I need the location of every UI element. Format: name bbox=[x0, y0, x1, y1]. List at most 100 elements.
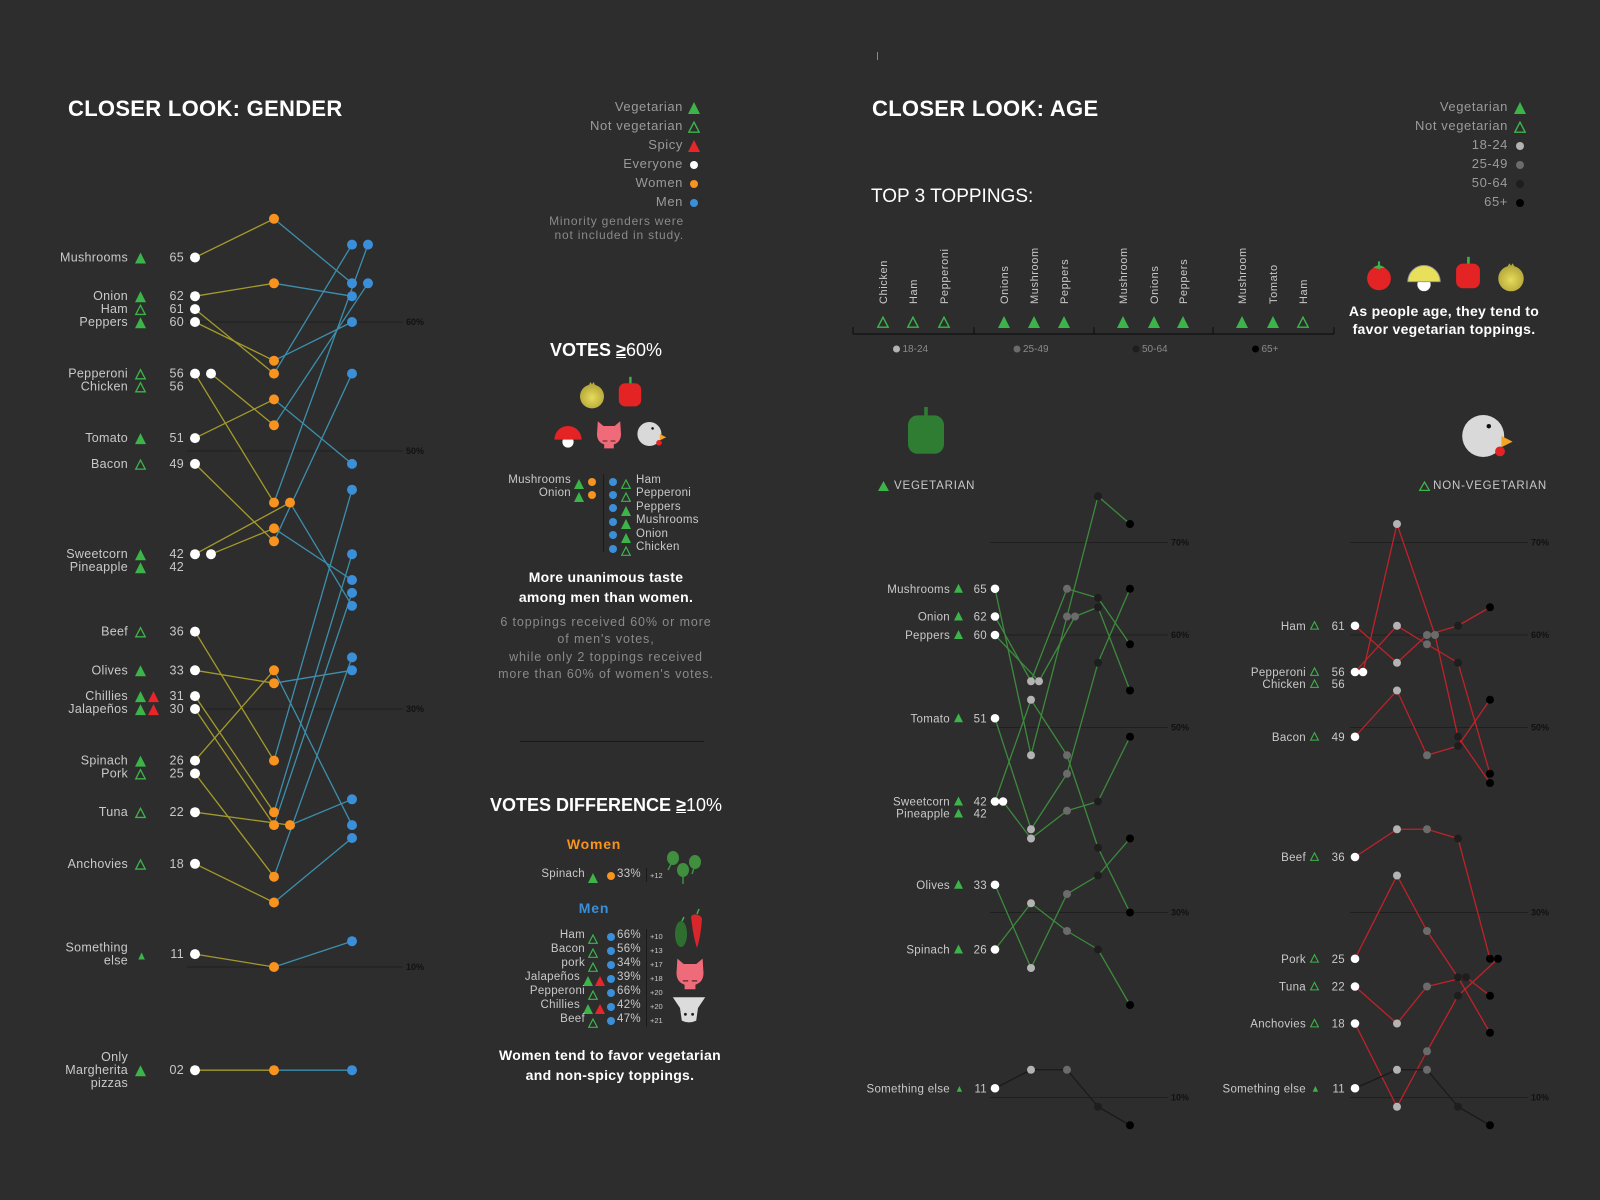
triangle-shape bbox=[135, 1065, 146, 1077]
data-point-50-64 bbox=[1094, 797, 1102, 806]
votes60-headline-2: among men than women. bbox=[518, 589, 694, 605]
topping-label: Something else bbox=[867, 1083, 950, 1095]
data-point-women bbox=[269, 497, 279, 508]
topping-label: Chicken bbox=[1262, 679, 1306, 691]
topping-label: Anchovies bbox=[68, 857, 128, 871]
series-line-segment bbox=[994, 1069, 1032, 1089]
everyone-value: 61 bbox=[1332, 621, 1345, 633]
outline-triangle-icon bbox=[876, 315, 890, 328]
series-line-segment bbox=[1396, 1050, 1428, 1108]
data-point-25-49 bbox=[1423, 825, 1431, 834]
data-point-18-24 bbox=[1393, 1065, 1401, 1074]
men-dot-icon bbox=[609, 531, 617, 540]
series-line-segment bbox=[1097, 847, 1131, 913]
data-point-65- bbox=[1486, 1121, 1494, 1130]
votesdiff-pct: 42% bbox=[617, 999, 641, 1011]
votesdiff-topping-name: Jalapeños bbox=[524, 971, 580, 983]
series-line-segment bbox=[273, 940, 353, 968]
data-point-men bbox=[363, 239, 373, 250]
data-point-18-24 bbox=[1027, 751, 1035, 760]
series-line-segment bbox=[1457, 699, 1491, 747]
top3-age-label: 18-24 bbox=[903, 344, 929, 355]
series-line-segment bbox=[994, 616, 1032, 682]
triangle-shape bbox=[135, 704, 146, 716]
topping-label: Tomato bbox=[85, 431, 128, 445]
triangle-shape bbox=[620, 492, 632, 503]
series-line-segment bbox=[273, 321, 353, 362]
series-line-segment bbox=[1354, 875, 1398, 960]
series-line-segment bbox=[1030, 810, 1068, 840]
topping-label-line: Beef bbox=[1281, 852, 1306, 864]
legend-orange-dot-icon bbox=[690, 180, 698, 188]
votesdiff-divider bbox=[646, 929, 647, 943]
data-point-50-64 bbox=[1094, 492, 1102, 501]
men-dot-icon bbox=[607, 960, 615, 969]
data-point-everyone bbox=[190, 291, 200, 302]
top3-topping-name: Chicken bbox=[878, 260, 890, 304]
data-point-18-24 bbox=[1393, 1102, 1401, 1111]
topping-label-line: Ham bbox=[1281, 621, 1306, 633]
votes60-title: VOTES ≥60% bbox=[550, 340, 662, 361]
triangle-shape bbox=[135, 317, 146, 329]
data-point-50-64 bbox=[1094, 843, 1102, 852]
top3-topping-name: Mushroom bbox=[1118, 247, 1130, 304]
triangle-shape bbox=[688, 140, 700, 152]
data-point-25-49 bbox=[1063, 927, 1071, 935]
data-point-50-64 bbox=[1454, 732, 1462, 741]
legend-label: Everyone bbox=[623, 156, 683, 171]
spicy-triangle-icon bbox=[595, 973, 605, 986]
data-point-18-24 bbox=[1027, 834, 1035, 843]
triangle-shape bbox=[574, 479, 584, 489]
series-line-segment bbox=[194, 282, 275, 297]
data-point-everyone bbox=[1350, 667, 1360, 677]
votesdiff-diff: +13 bbox=[650, 946, 663, 955]
topping-label: Something else bbox=[1223, 1083, 1306, 1095]
votesdiff-divider bbox=[646, 868, 647, 882]
data-point-men bbox=[347, 458, 357, 469]
data-point-everyone bbox=[990, 1083, 1000, 1093]
data-point-everyone bbox=[190, 549, 200, 560]
topping-label-line: Onion bbox=[918, 612, 950, 624]
series-line-segment bbox=[273, 218, 353, 284]
top3-topping-name: Ham bbox=[1298, 279, 1310, 304]
votesdiff-diff: +10 bbox=[650, 932, 663, 941]
votesdiff-pct: 56% bbox=[617, 943, 641, 955]
vegetarian-triangle-icon bbox=[135, 665, 146, 677]
legend-label: 50-64 bbox=[1471, 175, 1508, 190]
series-line-segment bbox=[1030, 616, 1068, 756]
age-dot-icon bbox=[1013, 345, 1021, 353]
data-point-65- bbox=[1486, 695, 1494, 704]
data-point-men bbox=[347, 278, 357, 289]
votesdiff-topping-name: Ham bbox=[559, 929, 585, 941]
series-line-segment bbox=[194, 463, 275, 542]
outline-triangle-icon bbox=[1309, 678, 1320, 688]
data-point-25-49 bbox=[1063, 612, 1071, 621]
data-point-everyone bbox=[990, 630, 1000, 640]
triangle-shape bbox=[148, 704, 159, 716]
data-point-everyone bbox=[190, 1065, 200, 1076]
vegetarian-triangle-icon bbox=[1177, 316, 1189, 328]
triangle-shape bbox=[587, 989, 599, 1000]
topping-label: Spinach bbox=[81, 754, 128, 768]
everyone-value: 25 bbox=[169, 767, 184, 781]
vegetarian-triangle-icon bbox=[574, 489, 584, 503]
data-point-women bbox=[269, 420, 279, 431]
everyone-value: 49 bbox=[169, 457, 184, 471]
legend-filled-triangle-icon bbox=[688, 101, 700, 114]
series-line-segment bbox=[1396, 875, 1428, 932]
top3-age-label: 25-49 bbox=[1023, 344, 1049, 355]
data-point-men bbox=[347, 587, 357, 598]
topping-label-line: Pork bbox=[1281, 954, 1306, 966]
triangle-shape bbox=[135, 252, 146, 264]
vegetarian-triangle-icon bbox=[1267, 316, 1279, 328]
series-line-segment bbox=[1030, 588, 1068, 682]
legend-filled-triangle-icon bbox=[1514, 101, 1526, 114]
data-point-50-64 bbox=[1094, 594, 1102, 602]
series-line-segment bbox=[194, 863, 275, 904]
data-point-everyone bbox=[1350, 1019, 1360, 1028]
votesdiff-pct: 39% bbox=[617, 971, 641, 983]
data-point-everyone bbox=[190, 858, 200, 869]
series-line-segment bbox=[1066, 930, 1099, 951]
everyone-value: 22 bbox=[169, 805, 184, 819]
topping-label-line: Bacon bbox=[1272, 732, 1306, 744]
